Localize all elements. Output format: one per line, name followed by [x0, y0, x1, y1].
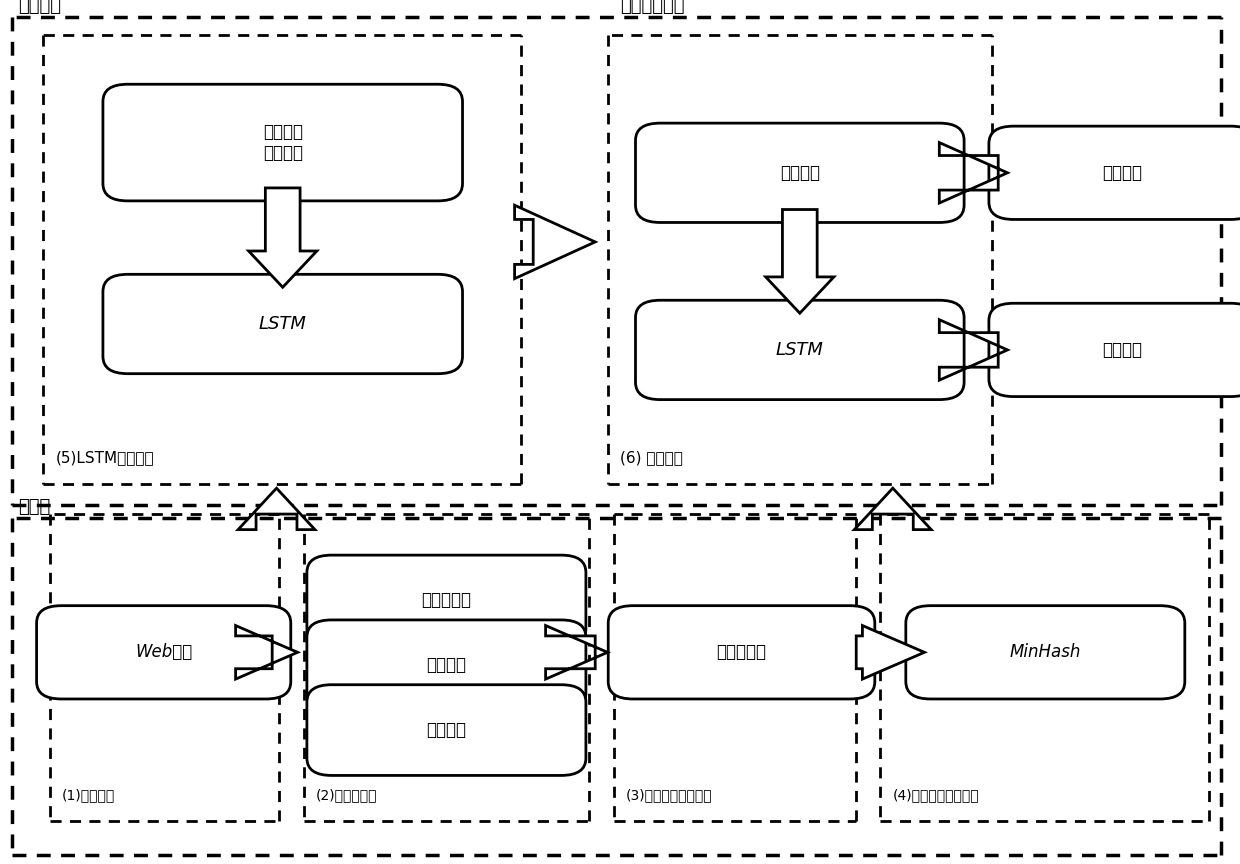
Text: 在线异常检测: 在线异常检测 — [620, 0, 684, 15]
FancyBboxPatch shape — [990, 303, 1240, 397]
Text: 会话识别: 会话识别 — [427, 721, 466, 739]
FancyBboxPatch shape — [103, 275, 463, 373]
Text: Web日志: Web日志 — [135, 644, 192, 661]
Text: (3)生成用户会话模型: (3)生成用户会话模型 — [626, 788, 713, 802]
Polygon shape — [238, 488, 315, 530]
Text: (6) 异常检测: (6) 异常检测 — [620, 450, 683, 465]
Polygon shape — [515, 206, 595, 278]
FancyBboxPatch shape — [905, 606, 1184, 699]
Text: 离线训练: 离线训练 — [19, 0, 62, 15]
Polygon shape — [546, 626, 608, 679]
Text: LSTM: LSTM — [776, 341, 823, 359]
FancyBboxPatch shape — [608, 606, 874, 699]
Polygon shape — [766, 210, 833, 314]
Text: LSTM: LSTM — [259, 315, 306, 333]
Text: (1)数据收集: (1)数据收集 — [62, 788, 115, 802]
Text: 网格搜索
交叉验证: 网格搜索 交叉验证 — [263, 124, 303, 162]
Text: 正常会话: 正常会话 — [1102, 164, 1142, 181]
Polygon shape — [856, 626, 924, 679]
FancyBboxPatch shape — [103, 85, 463, 201]
Text: (4)获取会话签名数据: (4)获取会话签名数据 — [893, 788, 980, 802]
FancyBboxPatch shape — [37, 606, 290, 699]
Text: (5)LSTM网络训练: (5)LSTM网络训练 — [56, 450, 155, 465]
FancyBboxPatch shape — [306, 556, 585, 646]
Polygon shape — [940, 320, 1007, 380]
Text: 滑动窗口: 滑动窗口 — [780, 164, 820, 181]
Polygon shape — [854, 488, 931, 530]
Text: MinHash: MinHash — [1009, 644, 1081, 661]
Text: 预处理: 预处理 — [19, 498, 51, 516]
Polygon shape — [236, 626, 298, 679]
Text: 用户识别: 用户识别 — [427, 657, 466, 674]
Text: 数据预处理: 数据预处理 — [422, 592, 471, 609]
Polygon shape — [940, 143, 1007, 203]
Polygon shape — [248, 188, 317, 287]
FancyBboxPatch shape — [306, 620, 585, 710]
FancyBboxPatch shape — [635, 124, 965, 222]
Text: (2)数据预处理: (2)数据预处理 — [316, 788, 378, 802]
Text: 异常会话: 异常会话 — [1102, 341, 1142, 359]
Text: 用户：会话: 用户：会话 — [717, 644, 766, 661]
FancyBboxPatch shape — [990, 126, 1240, 219]
FancyBboxPatch shape — [306, 684, 585, 776]
FancyBboxPatch shape — [635, 301, 965, 399]
